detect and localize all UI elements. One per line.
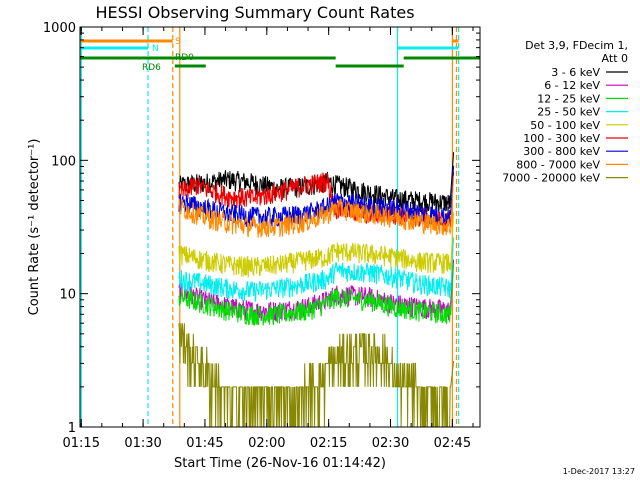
x-axis-label: Start Time (26-Nov-16 01:14:42) — [174, 456, 386, 471]
series-line — [178, 175, 455, 238]
flag-bar-label: N — [152, 44, 159, 54]
x-tick-label: 02:30 — [372, 436, 409, 451]
footer-date: 1-Dec-2017 13:27 — [563, 467, 635, 476]
chart-title: HESSI Observing Summary Count Rates — [95, 3, 414, 22]
legend-label: 12 - 25 keV — [537, 92, 600, 105]
y-tick-label: 1 — [68, 421, 76, 436]
y-tick-label: 10 — [59, 288, 76, 303]
legend-label: 6 - 12 keV — [544, 79, 600, 92]
series-line — [178, 323, 455, 428]
legend-label: 300 - 800 keV — [523, 145, 600, 158]
y-tick-label: 100 — [51, 154, 76, 169]
x-tick-label: 02:15 — [310, 436, 347, 451]
y-tick-label: 1000 — [43, 21, 76, 36]
x-tick-label: 01:15 — [63, 436, 100, 451]
series-line — [178, 212, 455, 278]
legend-label: 800 - 7000 keV — [516, 158, 600, 171]
legend-header: Det 3,9, FDecim 1, — [525, 39, 628, 52]
legend-label: 3 - 6 keV — [551, 66, 600, 79]
flag-bar-label: S — [175, 37, 181, 47]
x-tick-label: 02:00 — [248, 436, 285, 451]
x-tick-label: 01:30 — [124, 436, 161, 451]
series-line — [178, 237, 455, 302]
legend-header: Att 0 — [602, 52, 628, 65]
legend-label: 100 - 300 keV — [523, 132, 600, 145]
x-tick-label: 01:45 — [186, 436, 223, 451]
x-axis: 01:15 01:30 01:45 02:00 02:15 02:30 02:45 — [63, 27, 474, 451]
legend-label: 50 - 100 keV — [530, 119, 600, 132]
series-line — [178, 263, 455, 326]
legend-label: 7000 - 20000 keV — [502, 172, 600, 185]
series-line — [178, 172, 455, 232]
plot-area: S N RD0 RD6 — [80, 27, 480, 428]
x-tick-label: 02:45 — [434, 436, 471, 451]
y-axis-label: Count Rate (s⁻¹ detector⁻¹) — [27, 139, 42, 316]
legend-label: 25 - 50 keV — [537, 106, 600, 119]
plot-frame — [79, 26, 481, 428]
y-axis: 1 10 100 1000 — [43, 21, 480, 436]
flag-bar-label: RD0 — [175, 53, 194, 63]
series-line — [178, 165, 455, 228]
flag-bar-label: RD6 — [142, 63, 161, 73]
